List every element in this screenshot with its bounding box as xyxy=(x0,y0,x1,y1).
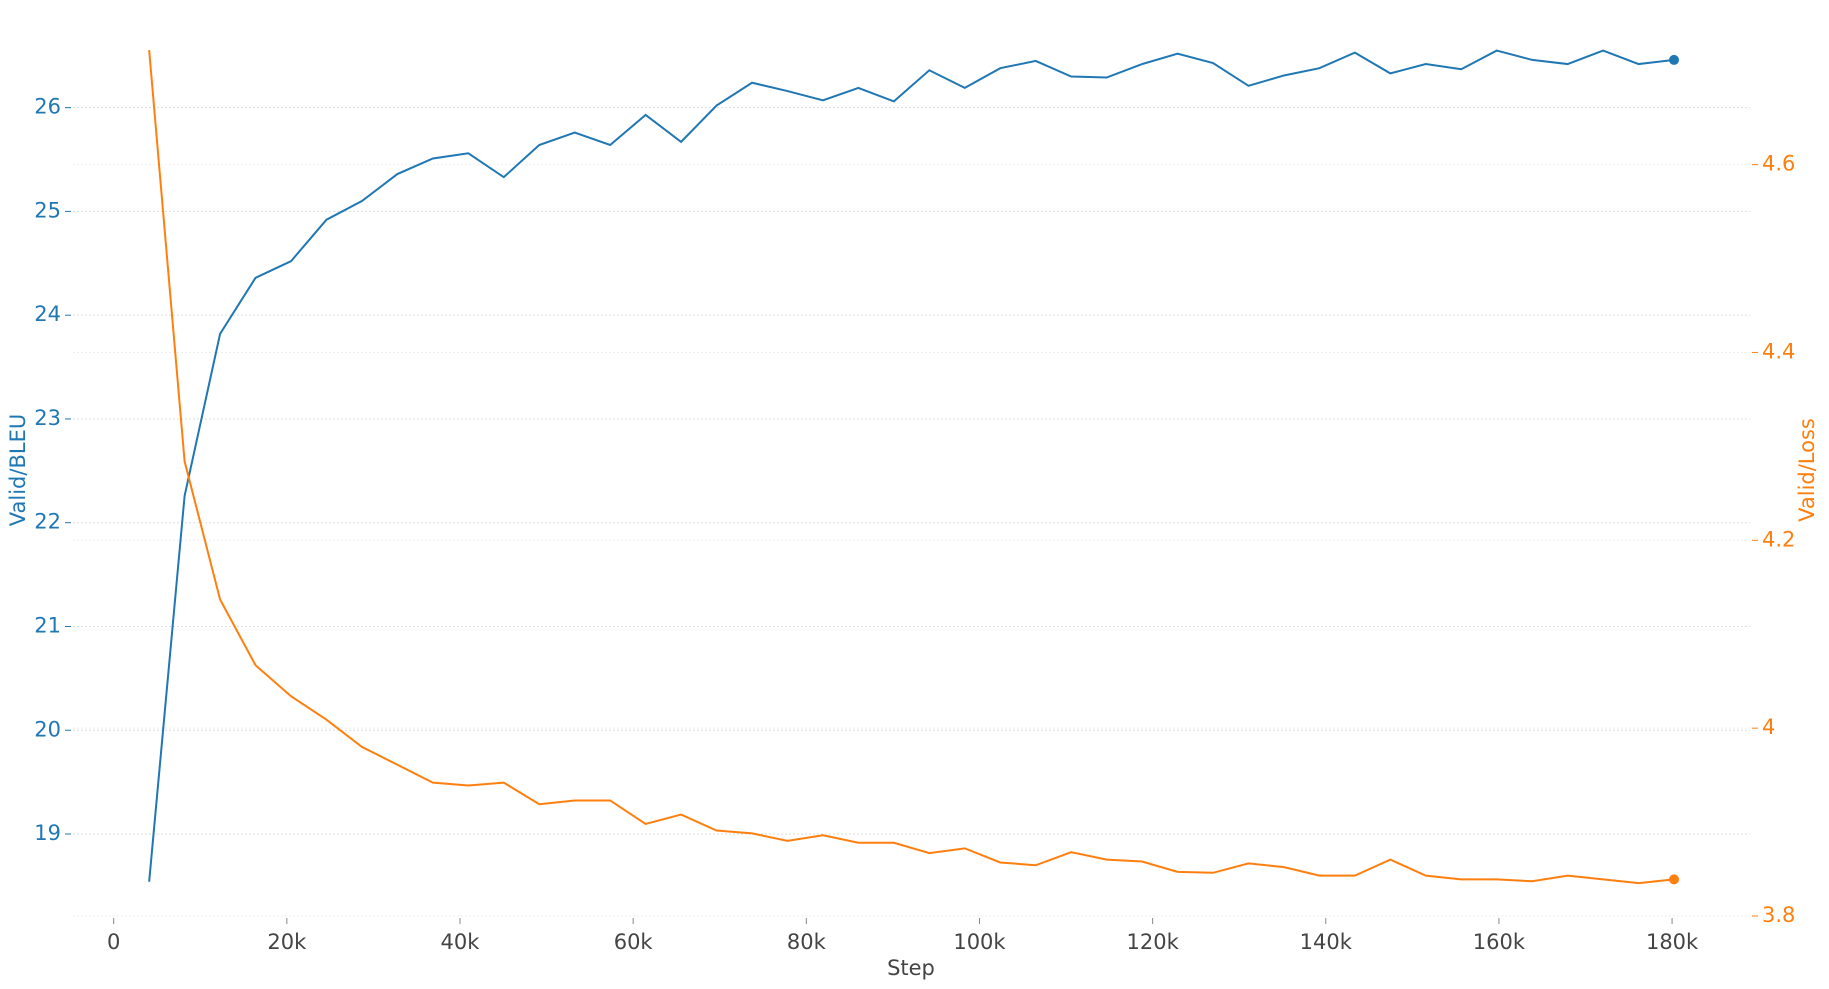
x-tick-label: 180k xyxy=(1646,930,1699,954)
x-tick-label: 80k xyxy=(787,930,827,954)
y2-tick-label: 4.6 xyxy=(1762,152,1795,176)
y-tick-label: 20 xyxy=(34,717,61,741)
y-tick-label: 23 xyxy=(34,406,61,430)
series-line xyxy=(148,49,1675,885)
y-tick-label: 26 xyxy=(34,95,61,119)
y-axis-label: Valid/BLEU xyxy=(6,414,30,526)
y2-tick-label: 4.2 xyxy=(1762,527,1795,551)
x-tick-label: 100k xyxy=(953,930,1006,954)
y-tick-label: 25 xyxy=(34,198,61,222)
series-line xyxy=(148,49,1675,882)
y-tick-label: 22 xyxy=(34,510,61,534)
y2-tick-label: 3.8 xyxy=(1762,903,1795,927)
y2-axis-label: Valid/Loss xyxy=(1795,418,1819,522)
x-tick-label: 20k xyxy=(267,930,307,954)
x-tick-label: 40k xyxy=(441,930,481,954)
y-tick-label: 24 xyxy=(34,302,61,326)
x-tick-label: 60k xyxy=(614,930,654,954)
x-tick-label: 0 xyxy=(107,930,120,954)
y-tick-label: 21 xyxy=(34,613,61,637)
y2-tick-label: 4 xyxy=(1762,715,1775,739)
x-tick-label: 120k xyxy=(1126,930,1179,954)
y2-tick-label: 4.4 xyxy=(1762,339,1795,363)
last-point xyxy=(1669,54,1680,65)
last-point xyxy=(1669,874,1680,885)
y-tick-label: 19 xyxy=(34,821,61,845)
x-tick-label: 160k xyxy=(1473,930,1526,954)
x-tick-label: 140k xyxy=(1300,930,1353,954)
x-axis-label: Step xyxy=(887,956,935,980)
